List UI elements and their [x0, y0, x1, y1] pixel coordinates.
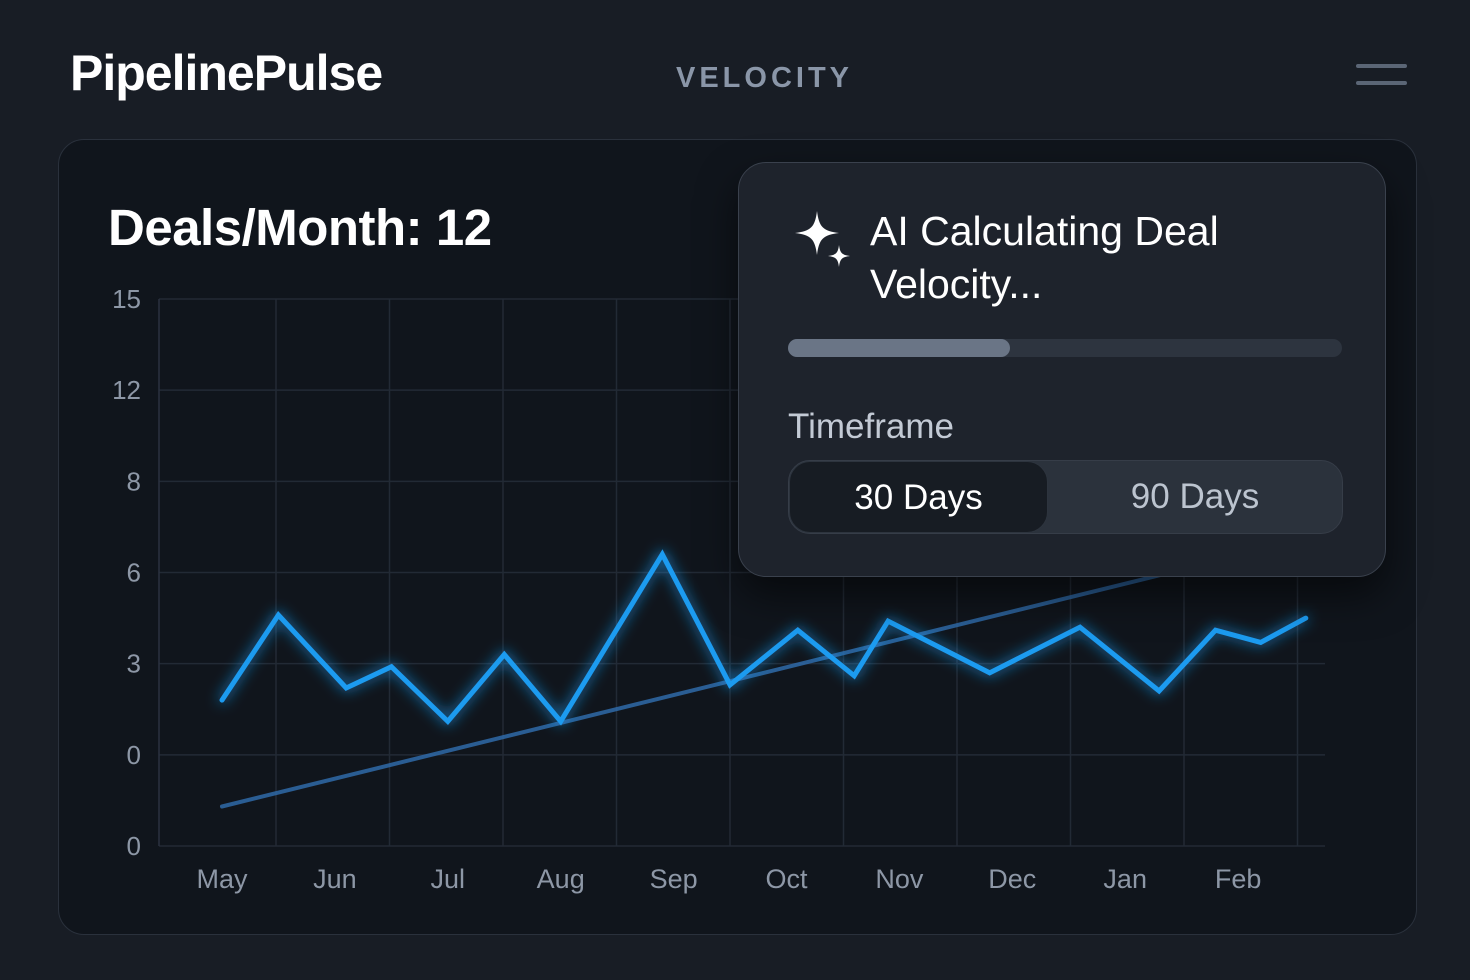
timeframe-label: Timeframe [788, 407, 954, 446]
x-tick-label: Oct [765, 864, 808, 894]
x-tick-label: May [196, 864, 248, 894]
progress-fill [788, 339, 1010, 357]
timeframe-segmented-control: 30 Days 90 Days [788, 460, 1343, 534]
app-brand: PipelinePulse [70, 45, 383, 101]
y-tick-label: 0 [127, 740, 141, 770]
y-tick-label: 3 [127, 649, 141, 679]
option-90-days[interactable]: 90 Days [1130, 477, 1260, 516]
y-tick-label: 15 [112, 284, 141, 314]
x-axis: May Jun Jul Aug Sep Oct Nov Dec Jan Feb [196, 864, 1261, 894]
option-30-days[interactable]: 30 Days [789, 461, 1048, 533]
y-tick-label: 6 [127, 558, 141, 588]
x-tick-label: Jul [431, 864, 466, 894]
sparkles-icon [795, 211, 850, 267]
y-tick-label: 0 [127, 831, 141, 861]
chart-series [219, 549, 1309, 809]
ai-calculation-popover: AI Calculating Deal Velocity... Timefram… [738, 162, 1386, 577]
x-tick-label: Feb [1215, 864, 1262, 894]
hamburger-menu-icon[interactable] [1350, 58, 1412, 94]
y-axis: 15 12 8 6 3 0 0 [112, 284, 141, 861]
x-tick-label: Nov [875, 864, 924, 894]
x-tick-label: Jan [1103, 864, 1147, 894]
page-section-title: VELOCITY [676, 62, 854, 94]
trend-line [220, 570, 1173, 809]
x-tick-label: Sep [650, 864, 698, 894]
y-tick-label: 12 [112, 375, 141, 405]
deals-per-month-metric: Deals/Month: 12 [108, 199, 492, 256]
deals-series-line [219, 549, 1309, 726]
x-tick-label: Aug [537, 864, 585, 894]
popover-title: AI Calculating Deal Velocity... [870, 208, 1219, 307]
y-tick-label: 8 [127, 466, 141, 496]
x-tick-label: Dec [988, 864, 1036, 894]
x-tick-label: Jun [313, 864, 357, 894]
calculation-progress-bar [788, 339, 1342, 357]
